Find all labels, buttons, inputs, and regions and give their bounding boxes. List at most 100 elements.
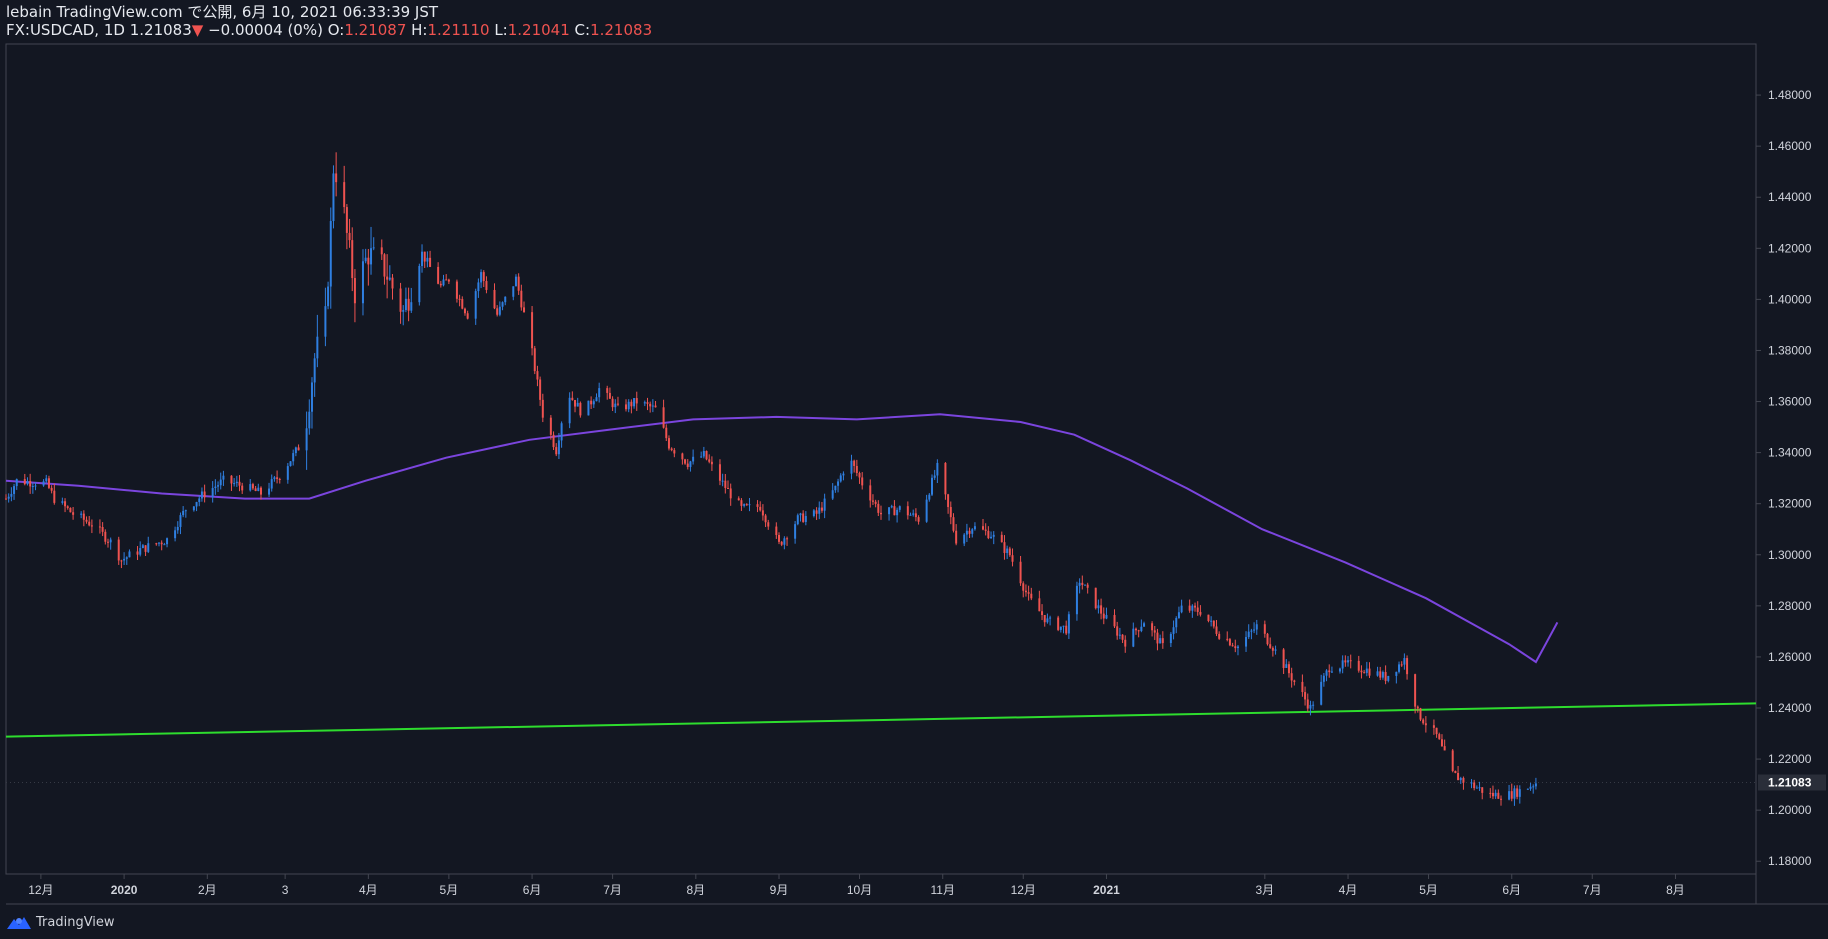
candle-body xyxy=(745,504,748,506)
candle-body xyxy=(407,298,410,311)
low-label: L: xyxy=(494,21,508,39)
candle-body xyxy=(61,501,64,503)
candle-body xyxy=(855,465,858,473)
candle-body xyxy=(871,500,874,502)
candle-body xyxy=(1065,625,1068,634)
candle-body xyxy=(1102,613,1105,619)
candle-body xyxy=(861,477,864,486)
candle-body xyxy=(88,521,91,526)
candle-body xyxy=(646,402,649,404)
candle-body xyxy=(238,481,241,486)
candle-body xyxy=(877,503,880,513)
candle-body xyxy=(1306,699,1309,709)
candle-body xyxy=(1210,620,1213,622)
candle-body xyxy=(259,487,262,495)
candle-body xyxy=(917,517,920,522)
candle-body xyxy=(286,466,289,480)
candle-body xyxy=(839,475,842,482)
candle-body xyxy=(592,401,595,405)
candle-body xyxy=(1153,630,1156,633)
candle-body xyxy=(1140,626,1143,632)
high-label: H: xyxy=(411,21,428,39)
candle-body xyxy=(289,461,292,467)
candle-body xyxy=(700,456,703,458)
candle-body xyxy=(485,281,488,290)
candle-body xyxy=(144,545,147,552)
candle-body xyxy=(933,475,936,478)
candle-body xyxy=(1194,605,1197,608)
candle-body xyxy=(278,479,281,481)
candle-body xyxy=(324,306,327,337)
candle-body xyxy=(466,313,469,319)
price-tick-label: 1.24000 xyxy=(1768,701,1812,715)
candle-body xyxy=(1338,668,1341,672)
candle-body xyxy=(635,398,638,404)
candle-body xyxy=(31,485,34,487)
symbol-label[interactable]: FX:USDCAD, 1D xyxy=(6,21,125,39)
candle-body xyxy=(1196,607,1199,612)
candle-body xyxy=(1330,671,1333,673)
candle-body xyxy=(1459,777,1462,781)
candle-body xyxy=(1526,788,1529,790)
candle-body xyxy=(1046,618,1049,623)
candle-body xyxy=(1500,798,1503,800)
candle-body xyxy=(1057,617,1060,630)
candle-body xyxy=(329,221,332,287)
candle-body xyxy=(316,336,319,359)
candle-body xyxy=(1024,590,1027,593)
candle-body xyxy=(348,232,351,241)
candle-body xyxy=(549,417,552,435)
candle-body xyxy=(1309,704,1312,709)
candle-body xyxy=(673,450,676,454)
candle-body xyxy=(1124,639,1127,647)
candle-body xyxy=(606,388,609,393)
time-tick-label: 12月 xyxy=(28,883,53,897)
candle-body xyxy=(614,403,617,408)
candle-body xyxy=(1188,605,1191,611)
candle-body xyxy=(47,478,50,488)
candle-body xyxy=(1274,649,1277,651)
candle-body xyxy=(439,283,442,286)
candle-body xyxy=(176,526,179,531)
candle-body xyxy=(1038,598,1041,612)
candle-body xyxy=(163,544,166,546)
candle-body xyxy=(1116,626,1119,636)
candle-body xyxy=(351,240,354,279)
candle-body xyxy=(1075,585,1078,615)
price-tick-label: 1.46000 xyxy=(1768,139,1812,153)
candle-body xyxy=(557,440,560,455)
candle-body xyxy=(1049,617,1052,619)
candle-body xyxy=(1435,727,1438,735)
candle-body xyxy=(184,510,187,512)
candle-body xyxy=(421,251,424,267)
candle-body xyxy=(514,276,517,287)
candle-body xyxy=(1290,673,1293,681)
candle-body xyxy=(10,493,13,497)
candle-body xyxy=(1381,672,1384,678)
candle-body xyxy=(136,551,139,555)
time-tick-label: 5月 xyxy=(1419,883,1438,897)
candle-body xyxy=(383,254,386,277)
candle-body xyxy=(1228,639,1231,646)
candle-body xyxy=(737,498,740,501)
candle-body xyxy=(458,298,461,300)
branding[interactable]: TradingView xyxy=(6,913,115,931)
candle-body xyxy=(893,506,896,516)
candle-body xyxy=(780,541,783,545)
candle-body xyxy=(1231,645,1234,647)
candle-body xyxy=(1454,770,1457,774)
candle-body xyxy=(203,491,206,498)
price-tick-label: 1.40000 xyxy=(1768,292,1812,306)
candle-body xyxy=(1207,614,1210,621)
candle-body xyxy=(268,488,271,495)
tradingview-logo-icon xyxy=(7,917,31,929)
candle-body xyxy=(665,427,668,439)
candle-body xyxy=(743,504,746,506)
candle-body xyxy=(195,502,198,507)
candle-body xyxy=(1134,628,1137,631)
price-tick-label: 1.44000 xyxy=(1768,190,1812,204)
candle-body xyxy=(270,479,273,489)
candle-body xyxy=(1245,637,1248,647)
